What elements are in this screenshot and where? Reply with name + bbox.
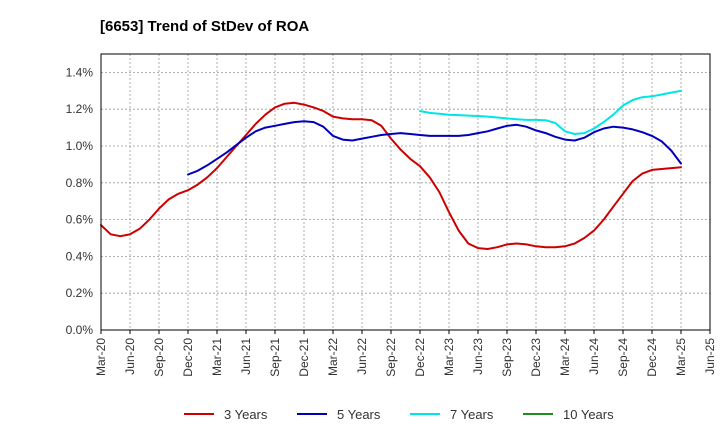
x-tick-label: Dec-22	[413, 338, 427, 377]
y-tick-label: 1.2%	[66, 102, 94, 116]
x-tick-label: Jun-20	[123, 338, 137, 375]
x-tick-label: Sep-22	[384, 338, 398, 377]
y-tick-label: 0.2%	[66, 286, 94, 300]
grid	[101, 54, 710, 330]
x-tick-label: Jun-22	[355, 338, 369, 375]
y-tick-label: 0.4%	[66, 249, 94, 263]
y-tick-label: 0.0%	[66, 323, 94, 337]
x-tick-label: Dec-23	[529, 338, 543, 377]
y-tick-label: 1.0%	[66, 139, 94, 153]
plot-background	[101, 54, 710, 330]
x-tick-label: Mar-23	[442, 338, 456, 376]
x-tick-label: Mar-25	[674, 338, 688, 376]
x-tick-label: Jun-23	[471, 338, 485, 375]
chart-title: [6653] Trend of StDev of ROA	[100, 18, 309, 35]
x-tick-label: Mar-24	[558, 338, 572, 376]
legend: 3 Years 5 Years 7 Years 10 Years	[184, 407, 614, 422]
x-tick-label: Sep-20	[152, 338, 166, 377]
x-tick-label: Mar-22	[326, 338, 340, 376]
series-lines	[100, 89, 682, 250]
legend-label: 10 Years	[563, 407, 614, 422]
x-tick-label: Dec-20	[181, 338, 195, 377]
legend-label: 3 Years	[224, 407, 268, 422]
series-line-5-years	[187, 120, 682, 176]
x-axis: Mar-20 Jun-20 Sep-20 Dec-20 Mar-21 Jun-21 Sep-…	[94, 330, 717, 377]
x-tick-label: Sep-24	[616, 338, 630, 377]
x-tick-label: Sep-23	[500, 338, 514, 377]
legend-label: 5 Years	[337, 407, 381, 422]
x-tick-label: Dec-24	[645, 338, 659, 377]
x-tick-label: Jun-24	[587, 338, 601, 375]
y-tick-label: 1.4%	[66, 65, 94, 79]
y-tick-label: 0.8%	[66, 176, 94, 190]
series-line-7-years	[419, 89, 682, 135]
x-tick-label: Mar-20	[94, 338, 108, 376]
y-axis: 0.0% 0.2% 0.4% 0.6% 0.8% 1.0% 1.2% 1.4%	[66, 65, 94, 337]
y-tick-label: 0.6%	[66, 213, 94, 227]
series-line-3-years	[100, 101, 682, 250]
legend-label: 7 Years	[450, 407, 494, 422]
x-tick-label: Jun-21	[239, 338, 253, 375]
plot-frame	[100, 53, 711, 331]
x-tick-label: Mar-21	[210, 338, 224, 376]
x-tick-label: Dec-21	[297, 338, 311, 377]
x-tick-label: Jun-25	[703, 338, 717, 375]
x-tick-label: Sep-21	[268, 338, 282, 377]
